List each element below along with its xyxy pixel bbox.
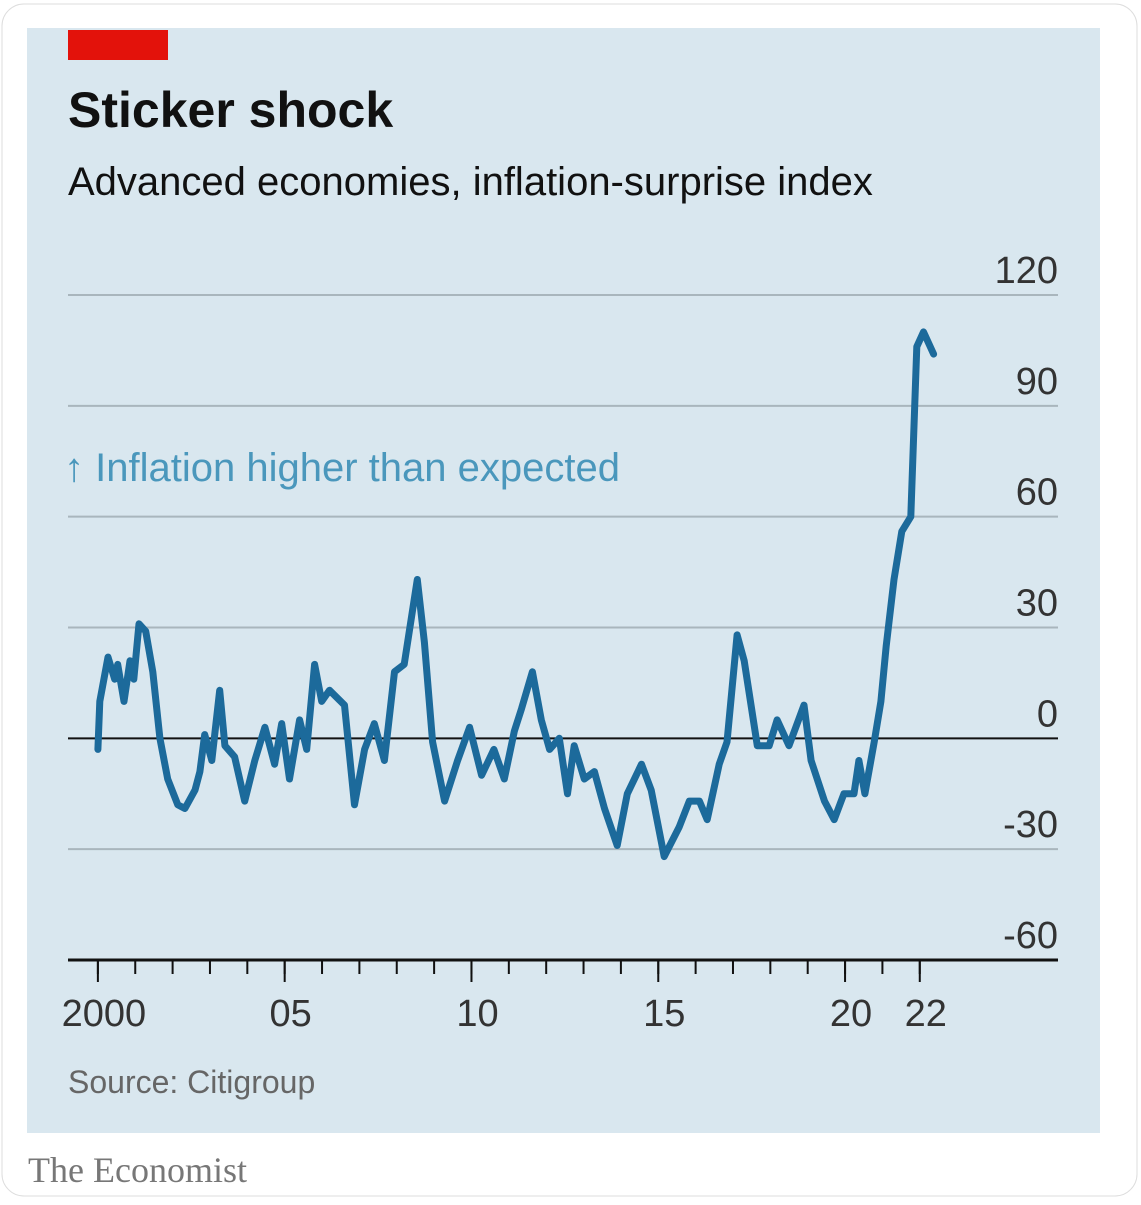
red-tag (68, 30, 168, 60)
x-tick-label: 2000 (62, 993, 147, 1035)
y-tick-label: -30 (1003, 804, 1058, 846)
y-tick-label: 0 (1037, 693, 1058, 735)
annotation: ↑ Inflation higher than expected (64, 446, 620, 490)
x-tick-label: 10 (456, 993, 498, 1035)
y-tick-label: 90 (1016, 361, 1058, 403)
x-tick-label: 05 (270, 993, 312, 1035)
series-line (94, 328, 938, 861)
panel (27, 28, 1100, 1133)
source: Source: Citigroup (68, 1064, 315, 1100)
chart-subtitle: Advanced economies, inflation-surprise i… (68, 160, 873, 204)
y-tick-label: 120 (995, 250, 1058, 292)
y-tick-label: 30 (1016, 583, 1058, 625)
chart-title: Sticker shock (68, 82, 393, 138)
x-tick-label: 22 (905, 993, 947, 1035)
publisher: The Economist (28, 1150, 247, 1190)
y-tick-label: -60 (1003, 915, 1058, 957)
x-tick-label: 20 (830, 993, 872, 1035)
x-tick-label: 15 (643, 993, 685, 1035)
y-tick-label: 60 (1016, 472, 1058, 514)
